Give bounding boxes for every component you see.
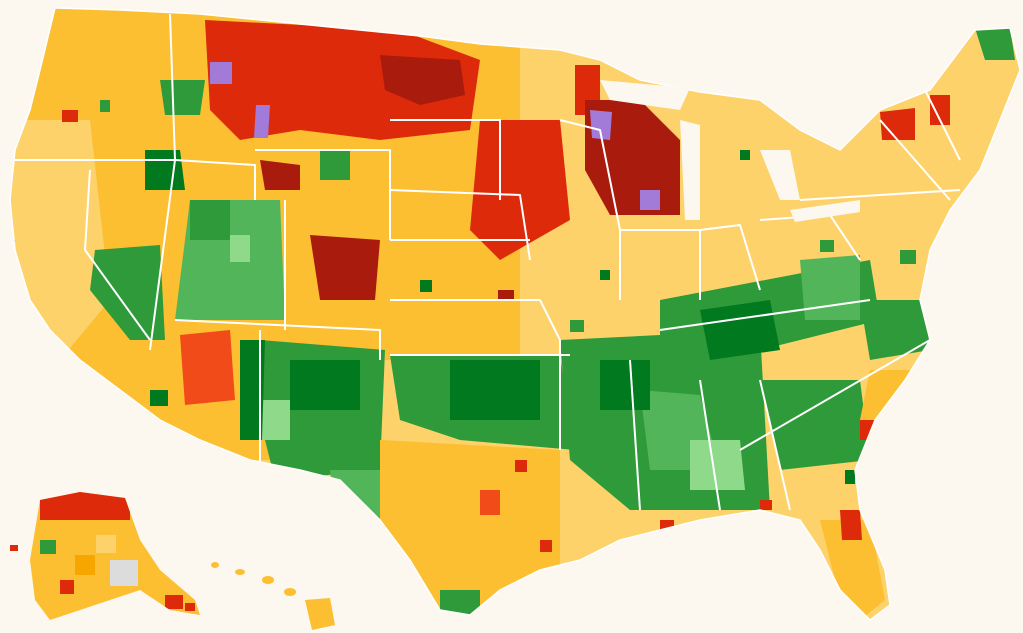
hawaii <box>211 562 335 630</box>
state-borders <box>10 13 961 511</box>
alaska <box>10 492 200 620</box>
us-outline <box>9 7 1021 621</box>
lake-superior <box>600 80 690 110</box>
lake-huron <box>760 150 800 200</box>
lake-michigan <box>680 120 700 220</box>
lake-erie <box>790 200 860 222</box>
